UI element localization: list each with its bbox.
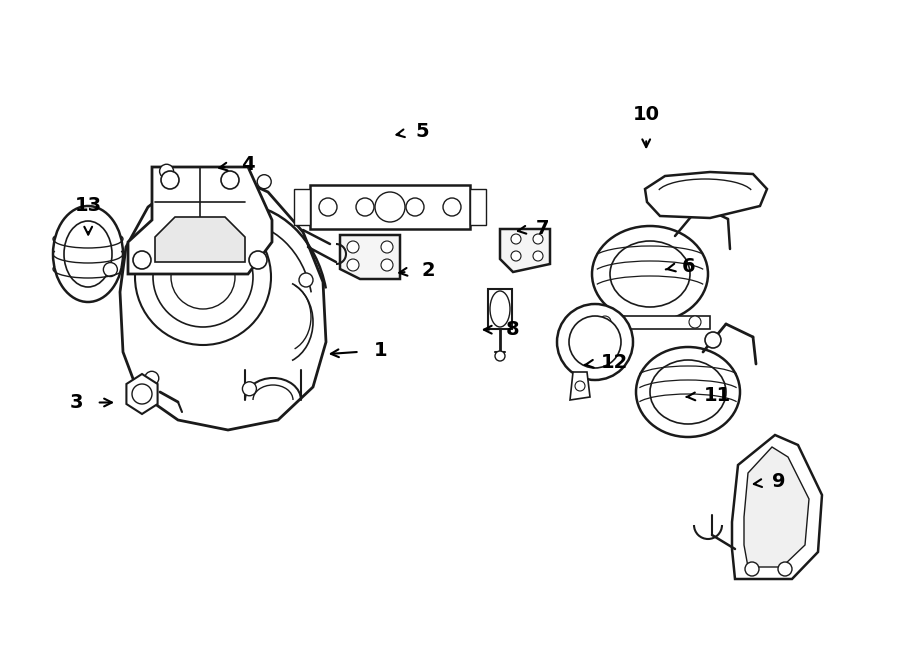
Ellipse shape (375, 192, 405, 222)
Polygon shape (155, 217, 245, 262)
Polygon shape (488, 289, 512, 329)
Text: 13: 13 (75, 196, 102, 215)
Text: 6: 6 (682, 257, 696, 275)
Text: 8: 8 (506, 320, 519, 339)
Circle shape (145, 371, 158, 385)
Text: 12: 12 (601, 354, 628, 372)
Circle shape (381, 241, 393, 253)
Circle shape (133, 251, 151, 269)
Polygon shape (340, 235, 400, 279)
Polygon shape (744, 447, 809, 567)
Circle shape (171, 245, 235, 309)
Circle shape (705, 332, 721, 348)
Circle shape (153, 227, 253, 327)
Ellipse shape (64, 221, 112, 287)
Ellipse shape (610, 241, 690, 307)
Polygon shape (570, 372, 590, 400)
Circle shape (745, 562, 759, 576)
Polygon shape (310, 185, 470, 229)
Text: 7: 7 (536, 219, 549, 238)
Text: 5: 5 (416, 122, 429, 140)
Circle shape (242, 382, 256, 396)
Ellipse shape (592, 226, 708, 322)
Circle shape (299, 273, 313, 287)
Polygon shape (500, 229, 550, 272)
Polygon shape (645, 172, 767, 218)
Text: 9: 9 (772, 473, 786, 491)
Circle shape (511, 234, 521, 244)
Circle shape (135, 209, 271, 345)
Circle shape (557, 304, 633, 380)
Polygon shape (590, 316, 710, 329)
Text: 11: 11 (704, 387, 731, 405)
Circle shape (778, 562, 792, 576)
Circle shape (569, 316, 621, 368)
Circle shape (257, 175, 271, 189)
Circle shape (533, 251, 543, 261)
Circle shape (347, 241, 359, 253)
Circle shape (132, 384, 152, 404)
Circle shape (575, 381, 585, 391)
Polygon shape (128, 167, 272, 274)
Circle shape (161, 171, 179, 189)
Circle shape (104, 263, 117, 277)
Circle shape (689, 316, 701, 328)
Polygon shape (126, 374, 158, 414)
Circle shape (599, 316, 611, 328)
Circle shape (356, 198, 374, 216)
Circle shape (406, 198, 424, 216)
Circle shape (319, 198, 337, 216)
Ellipse shape (490, 291, 510, 327)
Polygon shape (732, 435, 822, 579)
Ellipse shape (650, 360, 726, 424)
Text: 4: 4 (241, 155, 255, 173)
Circle shape (221, 171, 239, 189)
Polygon shape (120, 174, 326, 430)
Text: 10: 10 (633, 105, 660, 124)
Polygon shape (294, 189, 310, 225)
Text: 3: 3 (69, 393, 83, 412)
Ellipse shape (53, 206, 123, 302)
Circle shape (249, 251, 267, 269)
Text: 2: 2 (421, 261, 435, 279)
Circle shape (511, 251, 521, 261)
Circle shape (381, 259, 393, 271)
Circle shape (443, 198, 461, 216)
Circle shape (495, 351, 505, 361)
Text: 1: 1 (374, 342, 387, 360)
Circle shape (347, 259, 359, 271)
Ellipse shape (636, 347, 740, 437)
Circle shape (533, 234, 543, 244)
Circle shape (159, 164, 174, 178)
Polygon shape (470, 189, 486, 225)
